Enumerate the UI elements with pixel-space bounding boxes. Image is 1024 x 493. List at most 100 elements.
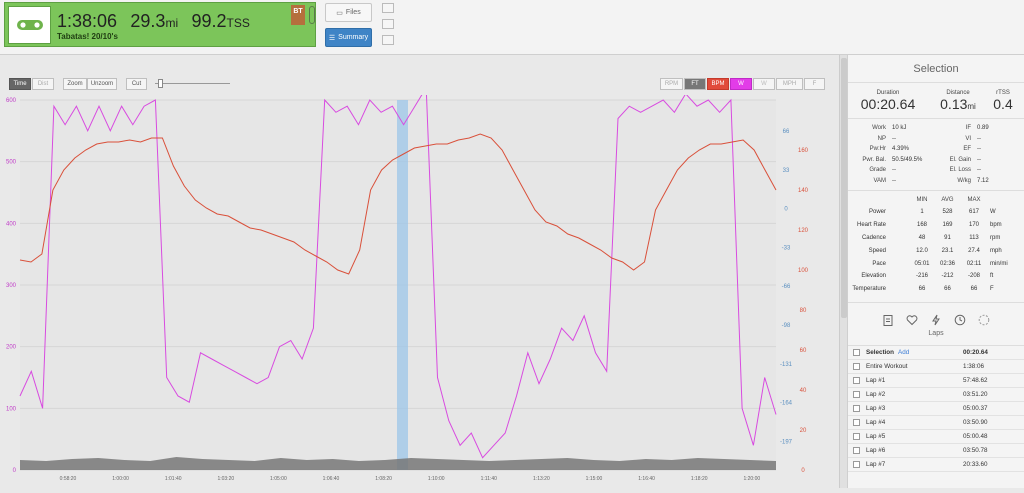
distance-header: Distance [946, 90, 970, 96]
stat-value: -- [892, 167, 896, 174]
selection-stat-row: VAM -- W/kg 7.12 [848, 176, 1024, 187]
channel-w[interactable]: W [730, 78, 752, 90]
lap-checkbox[interactable] [853, 348, 860, 356]
time-toggle[interactable]: Time [9, 78, 31, 90]
hr-axis-tick: 160 [798, 148, 809, 154]
stat-label: Grade [869, 167, 886, 174]
x-axis-tick: 1:00:00 [112, 476, 129, 482]
lap-checkbox[interactable] [853, 404, 860, 412]
minmax-label: Temperature [852, 286, 886, 293]
tss-value: 99.2 [191, 11, 227, 31]
selection-duration: 00:20.64 [860, 96, 916, 112]
clock-icon[interactable] [954, 313, 966, 325]
pace-axis-tick: 33 [783, 168, 790, 174]
x-axis-tick: 1:01:40 [165, 476, 182, 482]
bar-chart-icon[interactable] [382, 3, 394, 13]
dist-toggle[interactable]: Dist [32, 78, 54, 90]
x-axis-tick: 1:06:40 [323, 476, 340, 482]
lap-row[interactable]: Lap #5 05:00.48 [848, 430, 1024, 444]
stat-value-right: -- [977, 135, 981, 142]
cut-button[interactable]: Cut [126, 78, 147, 90]
minmax-row: Temperature 66 66 66 F [848, 283, 1024, 296]
lap-row[interactable]: Lap #2 03:51.20 [848, 388, 1024, 402]
lap-row[interactable]: Lap #1 57:48.62 [848, 374, 1024, 388]
duration-value: 1:38:06 [57, 11, 118, 31]
hr-axis-tick: 120 [798, 228, 809, 234]
unzoom-button[interactable]: Unzoom [87, 78, 117, 90]
channel-w-2[interactable]: W [753, 78, 775, 90]
channel-bpm[interactable]: BPM [707, 78, 729, 90]
header-metrics: 1:38:06 29.3mi 99.2TSS [57, 11, 250, 32]
lap-name: Lap #7 [866, 460, 886, 468]
lap-checkbox[interactable] [853, 362, 860, 370]
lap-row[interactable]: Entire Workout 1:38:06 [848, 360, 1024, 374]
distance-unit: mi [165, 16, 179, 30]
lap-time: 03:50.90 [963, 418, 988, 426]
lap-row[interactable]: Selection Add 00:20.64 [848, 346, 1024, 360]
minmax-min: 05:01 [914, 260, 930, 267]
channel-mph[interactable]: MPH [776, 78, 803, 90]
slider-handle[interactable] [158, 79, 163, 88]
channel-ft[interactable]: FT [684, 78, 706, 90]
bt-badge[interactable]: BT [291, 5, 305, 25]
dashed-circle-icon[interactable] [978, 313, 990, 325]
minmax-label: Speed [868, 247, 886, 254]
scrollbar-thumb[interactable] [841, 58, 847, 318]
lap-name: Lap #1 [866, 376, 886, 384]
chain-icon-svg [16, 20, 43, 30]
x-axis-tick: 1:20:00 [743, 476, 760, 482]
stat-value-right: -- [977, 167, 981, 174]
lap-checkbox[interactable] [853, 376, 860, 384]
left-axis-tick: 600 [6, 98, 17, 104]
stat-value-right: 0.89 [977, 125, 989, 132]
minmax-avg: 23.1 [941, 247, 954, 254]
comment-icon[interactable] [382, 19, 394, 29]
summary-button[interactable]: ☰ Summary [325, 28, 372, 47]
heart-icon[interactable] [906, 313, 918, 325]
lap-row[interactable]: Lap #4 03:50.90 [848, 416, 1024, 430]
channel-rpm[interactable]: RPM [660, 78, 683, 90]
avg-header: AVG [941, 197, 954, 203]
workout-chart[interactable]: 0 100 200 300 400 500 600 66 33 0 -33 -66 -98 -131 -1… [0, 86, 840, 488]
lap-checkbox[interactable] [853, 460, 860, 468]
minmax-min: 48 [918, 234, 926, 241]
top-bar: 1:38:06 29.3mi 99.2TSS Tabatas! 20/10's … [0, 0, 1024, 55]
paperclip-icon[interactable] [309, 6, 315, 24]
stat-value-right: -- [977, 146, 981, 153]
add-lap-link[interactable]: Add [898, 348, 910, 356]
selection-stat-row: Pw:Hr 4.39% EF -- [848, 144, 1024, 155]
graph-icon[interactable] [382, 35, 394, 45]
lap-row[interactable]: Lap #3 05:00.37 [848, 402, 1024, 416]
workout-summary-card[interactable]: 1:38:06 29.3mi 99.2TSS Tabatas! 20/10's … [4, 2, 316, 47]
lightning-icon[interactable] [930, 313, 942, 325]
lap-checkbox[interactable] [853, 446, 860, 454]
minmax-avg: 528 [942, 209, 953, 216]
vertical-scrollbar[interactable] [839, 55, 847, 488]
lap-row[interactable]: Lap #7 20:33.60 [848, 458, 1024, 472]
files-button[interactable]: ▭ Files [325, 3, 372, 22]
zoom-button[interactable]: Zoom [63, 78, 87, 90]
elevation-area [20, 457, 776, 470]
lap-checkbox[interactable] [853, 418, 860, 426]
minmax-row: Power 1 528 617 W [848, 206, 1024, 219]
stat-value: 50.5/49.5% [892, 156, 923, 163]
selection-stat-row: Grade -- El. Loss -- [848, 165, 1024, 176]
channel-f[interactable]: F [804, 78, 825, 90]
min-header: MIN [916, 197, 928, 203]
x-axis-tick: 1:18:20 [691, 476, 708, 482]
lap-row[interactable]: Lap #6 03:50.78 [848, 444, 1024, 458]
selection-band[interactable] [397, 100, 408, 470]
workout-name: Tabatas! 20/10's [57, 32, 118, 41]
minmax-unit: mph [990, 247, 1002, 254]
minmax-row: Pace 05:01 02:36 02:11 min/mi [848, 257, 1024, 270]
minmax-max: 617 [968, 209, 979, 216]
lap-checkbox[interactable] [853, 390, 860, 398]
minmax-min: -216 [915, 273, 928, 280]
lap-checkbox[interactable] [853, 432, 860, 440]
clipboard-icon[interactable] [882, 313, 894, 326]
smoothing-slider[interactable] [155, 79, 230, 88]
selection-title: Selection [848, 55, 1024, 83]
stat-label-right: IF [965, 125, 971, 132]
minmax-avg: 02:36 [939, 260, 955, 267]
